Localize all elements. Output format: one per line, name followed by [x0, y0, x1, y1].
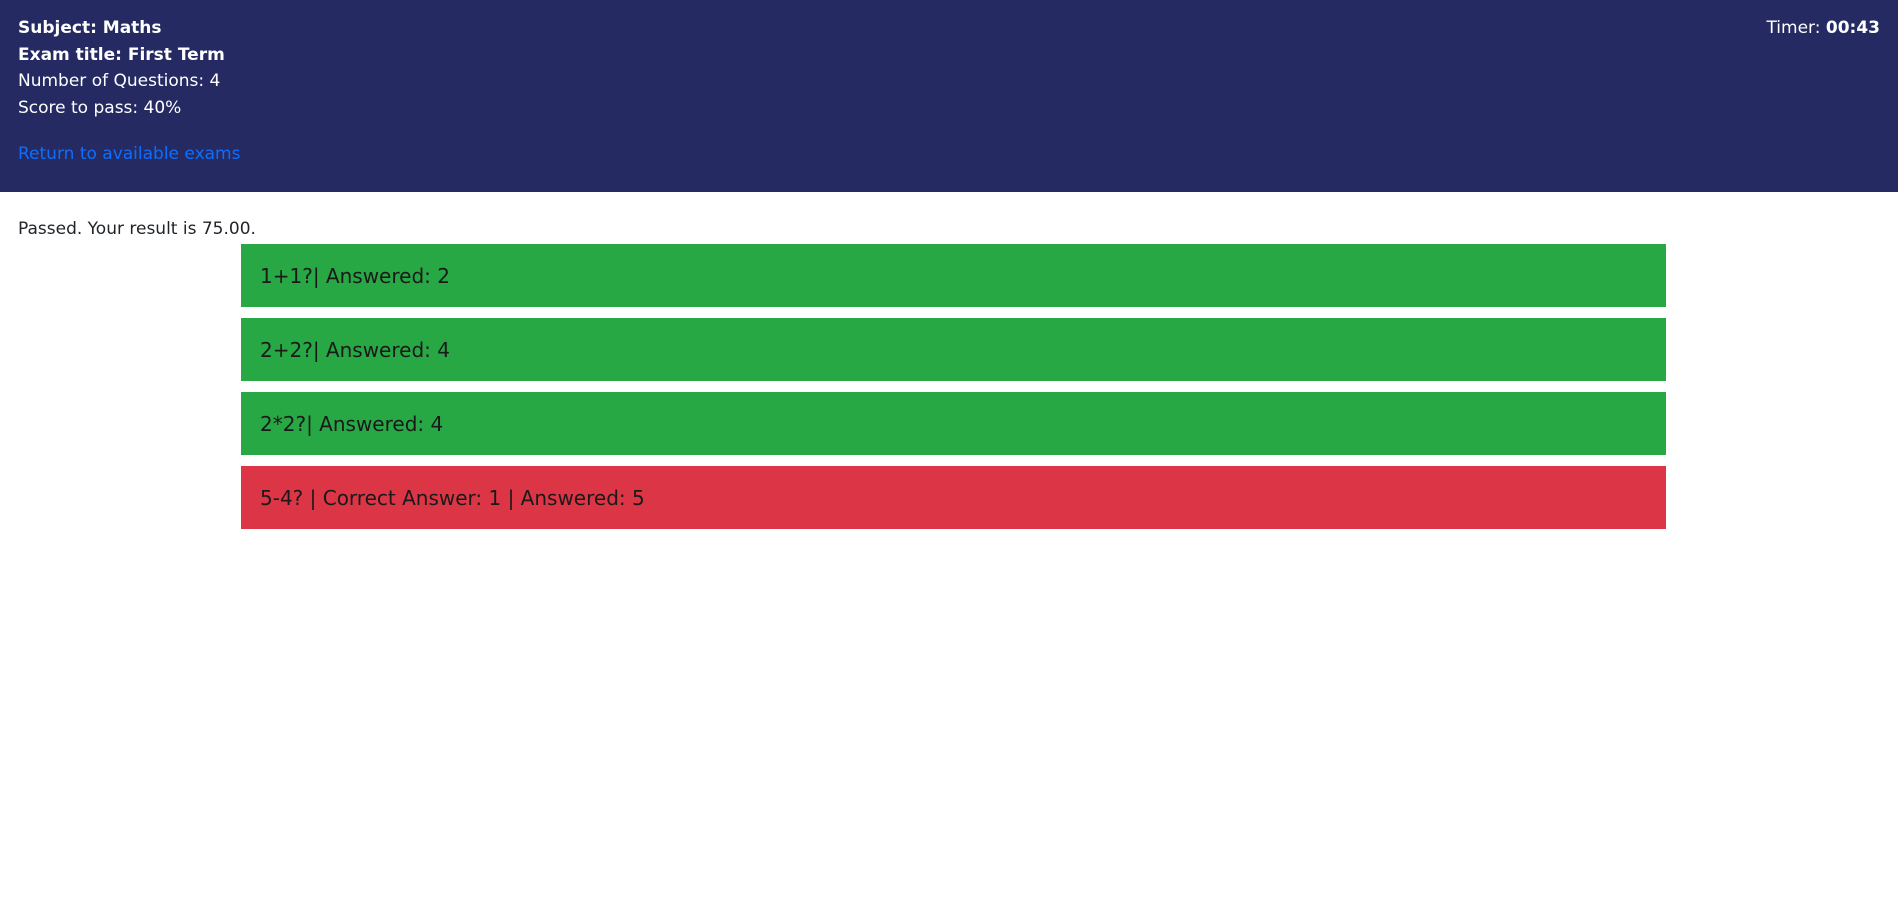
number-of-questions-label: Number of Questions: 4: [18, 71, 221, 91]
exam-title-label: Exam title: First Term: [18, 44, 225, 65]
subject-label: Subject: Maths: [18, 18, 162, 38]
timer-value: 00:43: [1825, 18, 1880, 38]
answer-row: 1+1?| Answered: 2: [241, 244, 1666, 307]
result-message: Passed. Your result is 75.00.: [18, 219, 256, 239]
answer-row: 2*2?| Answered: 4: [241, 392, 1666, 455]
exam-info: Subject: Maths Exam title: First Term Nu…: [18, 15, 225, 121]
timer-label: Timer:: [1766, 18, 1826, 38]
timer: Timer: 00:43: [1766, 15, 1880, 42]
answer-list: 1+1?| Answered: 2 2+2?| Answered: 4 2*2?…: [241, 244, 1666, 540]
answer-row: 2+2?| Answered: 4: [241, 318, 1666, 381]
answer-row: 5-4? | Correct Answer: 1 | Answered: 5: [241, 466, 1666, 529]
return-to-exams-link[interactable]: Return to available exams: [18, 144, 241, 164]
exam-header: Subject: Maths Exam title: First Term Nu…: [0, 0, 1898, 192]
score-to-pass-label: Score to pass: 40%: [18, 97, 182, 118]
